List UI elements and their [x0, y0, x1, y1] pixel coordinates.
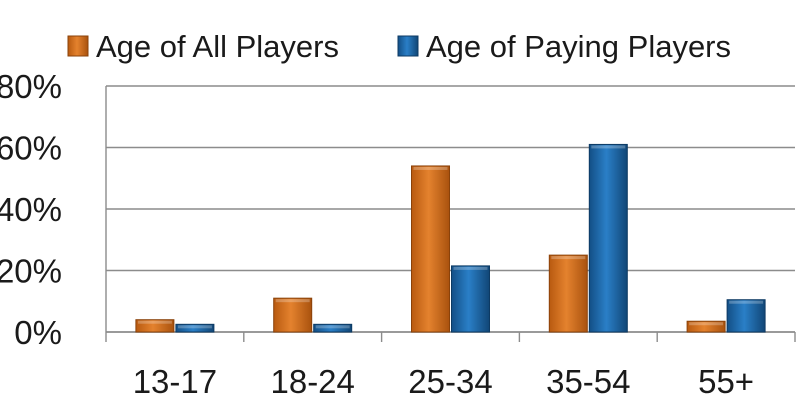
bar-paying-players [175, 323, 215, 333]
bar-paying-players [726, 299, 766, 333]
y-tick-label: 0% [14, 314, 62, 351]
x-tick-label: 25-34 [408, 363, 492, 400]
bar-all-players [135, 319, 175, 333]
x-tick-label: 13-17 [133, 363, 217, 400]
bar-bevel [137, 320, 172, 324]
plot-area: 0% 20% 40% 60% 80% 13-17 18-24 25-34 35-54 55+ [0, 68, 796, 400]
legend-label-paying-players: Age of Paying Players [426, 29, 731, 64]
bar-bevel [315, 325, 350, 329]
bar-all-players [686, 320, 726, 333]
x-tick-label: 18-24 [270, 363, 354, 400]
bar-bevel [177, 325, 212, 329]
bar-all-players [548, 254, 588, 333]
bar-bevel [689, 322, 724, 326]
bar-bevel [591, 145, 626, 149]
bar-bevel [275, 299, 310, 303]
bar-bevel [551, 256, 586, 260]
legend-swatch-all-players [67, 35, 89, 57]
x-tick-label: 35-54 [546, 363, 630, 400]
y-tick-label: 40% [0, 191, 62, 228]
bar-bevel [729, 300, 764, 304]
bar-bevel [453, 266, 488, 270]
y-tick-label: 80% [0, 68, 62, 105]
bar-all-players [273, 297, 313, 333]
bar-all-players [411, 165, 450, 333]
bar-bevel [413, 166, 448, 170]
x-tick-label: 55+ [698, 363, 754, 400]
legend: Age of All Players Age of Paying Players [67, 29, 731, 64]
bar-paying-players [451, 265, 490, 333]
bar-paying-players [313, 323, 353, 333]
bar-paying-players [588, 143, 628, 333]
y-tick-label: 20% [0, 253, 62, 290]
legend-swatch-paying-players [397, 35, 419, 57]
y-tick-label: 60% [0, 130, 62, 167]
legend-label-all-players: Age of All Players [96, 29, 339, 64]
